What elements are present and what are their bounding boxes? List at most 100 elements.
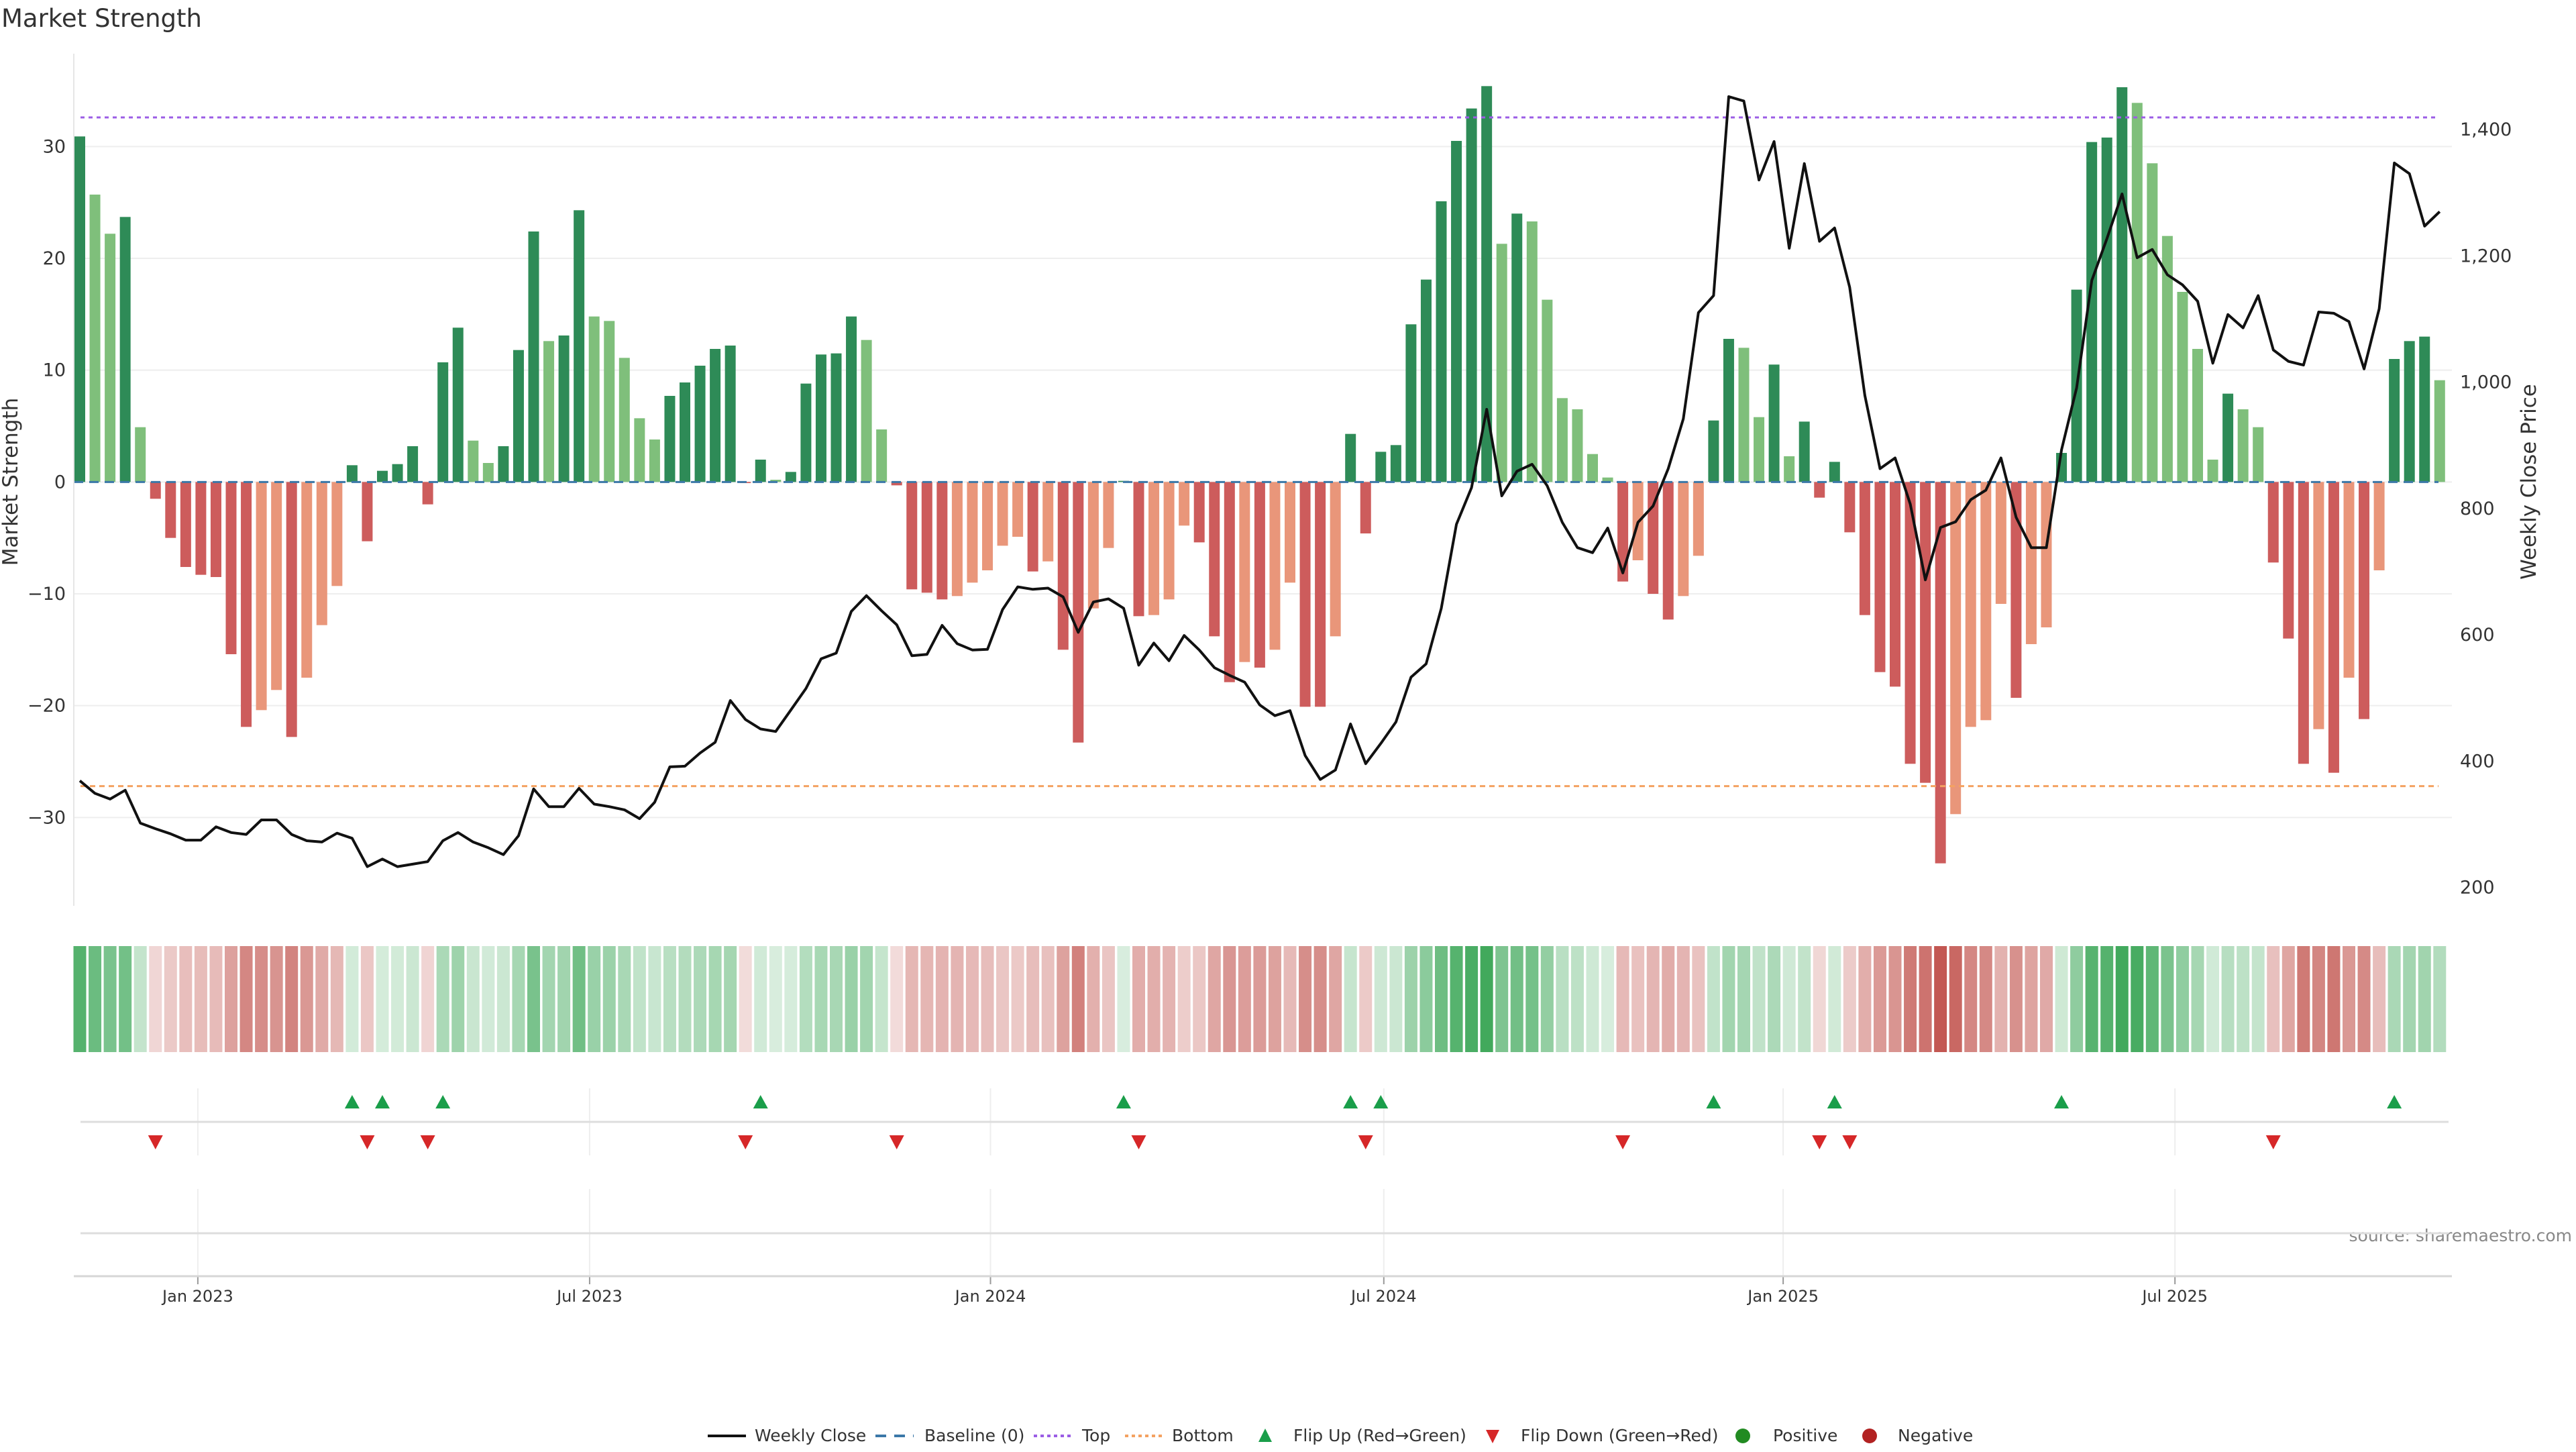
heatmap-cell <box>1026 946 1040 1052</box>
strength-bar <box>1375 452 1387 482</box>
strength-bar <box>1662 482 1674 620</box>
heatmap-cell <box>164 946 177 1052</box>
strength-bar <box>967 482 978 583</box>
heatmap-cell <box>209 946 223 1052</box>
heatmap-cell <box>436 946 449 1052</box>
heatmap-cell <box>2206 946 2220 1052</box>
strength-bar <box>2147 163 2158 482</box>
heatmap-cell <box>2387 946 2401 1052</box>
strength-bar <box>680 382 690 482</box>
heatmap-cell <box>542 946 555 1052</box>
heatmap-cell <box>830 946 843 1052</box>
strength-bar <box>2404 341 2415 482</box>
strength-bar <box>1299 482 1311 707</box>
legend-top: Top <box>1034 1426 1110 1445</box>
strength-bar <box>1103 482 1114 548</box>
heatmap-cell <box>270 946 283 1052</box>
strength-bar <box>241 482 252 727</box>
strength-bar <box>225 482 237 654</box>
strength-bar <box>1935 482 1946 864</box>
heatmap-cell <box>602 946 616 1052</box>
heatmap-cell <box>890 946 904 1052</box>
strength-bar <box>1965 482 1976 727</box>
heatmap-cell <box>1147 946 1161 1052</box>
heatmap-cell <box>860 946 873 1052</box>
strength-bar <box>634 418 645 482</box>
flip-up-marker <box>1343 1095 1358 1108</box>
weekly-close-line <box>78 95 2441 868</box>
heatmap-cell <box>1616 946 1629 1052</box>
strength-bar <box>2025 482 2037 644</box>
strength-bar <box>1496 244 1507 482</box>
flip-down-marker <box>360 1135 375 1149</box>
strength-bar <box>649 439 660 482</box>
legend-flip-up: Flip Up (Red→Green) <box>1258 1426 1466 1445</box>
y2-tick-label: 800 <box>2460 499 2495 519</box>
heatmap-cell <box>466 946 480 1052</box>
strength-bar <box>271 482 282 690</box>
strength-bar <box>1587 454 1598 482</box>
heatmap-cell <box>89 946 102 1052</box>
heatmap-cell <box>694 946 707 1052</box>
strength-bar <box>1617 482 1629 582</box>
strength-bar <box>982 482 993 570</box>
heatmap-cell <box>1253 946 1267 1052</box>
strength-bar <box>1360 482 1371 533</box>
heatmap-cell <box>1768 946 1781 1052</box>
strength-bar <box>2161 236 2173 482</box>
heatmap-cell <box>1208 946 1221 1052</box>
legend-label: Positive <box>1773 1426 1837 1445</box>
flip-down-marker <box>889 1135 904 1149</box>
strength-bar <box>392 464 403 482</box>
flip-up-marker <box>344 1095 360 1108</box>
chart-title: Market Strength <box>1 4 202 33</box>
heatmap-cell <box>2343 946 2355 1052</box>
strength-bar <box>1224 482 1235 682</box>
strength-bar <box>2222 393 2234 482</box>
x-tick-label: Jul 2024 <box>1350 1287 1417 1306</box>
flip-down-marker <box>1615 1135 1631 1149</box>
strength-bar <box>2298 482 2309 764</box>
legend-bottom: Bottom <box>1125 1426 1234 1445</box>
strength-bar <box>800 383 812 482</box>
heatmap-cell <box>1419 946 1433 1052</box>
heatmap-cell <box>73 946 87 1052</box>
strength-bar <box>619 358 630 482</box>
heatmap-cell <box>845 946 858 1052</box>
heatmap-cell <box>2009 946 2023 1052</box>
heatmap-cell <box>512 946 525 1052</box>
legend-label: Flip Up (Red→Green) <box>1293 1426 1466 1445</box>
strength-bar <box>664 396 676 482</box>
heatmap-cell <box>1389 946 1403 1052</box>
strength-bar <box>407 446 419 482</box>
strength-bar <box>1436 201 1447 482</box>
heatmap-cell <box>1586 946 1599 1052</box>
strength-bar <box>588 316 600 482</box>
strength-bar <box>1814 482 1825 498</box>
heatmap-cell <box>2403 946 2416 1052</box>
strength-bar <box>906 482 918 590</box>
flip-up-marker <box>1706 1095 1721 1108</box>
heatmap-cell <box>2115 946 2129 1052</box>
strength-bar <box>528 231 539 482</box>
flip-up-marker <box>1373 1095 1389 1108</box>
heatmap-cell <box>1313 946 1327 1052</box>
legend-weekly-close: Weekly Close <box>708 1426 866 1445</box>
heatmap-cell <box>1268 946 1281 1052</box>
strength-bar <box>830 353 842 482</box>
flip-down-marker <box>420 1135 435 1149</box>
heatmap-cell <box>1662 946 1675 1052</box>
heatmap-cell <box>1934 946 1947 1052</box>
heatmap-cell <box>2251 946 2265 1052</box>
heatmap-cell <box>1707 946 1720 1052</box>
strength-bar <box>452 327 464 482</box>
x-tick-label: Jul 2023 <box>555 1287 623 1306</box>
strength-bar <box>1904 482 1916 764</box>
strength-bar <box>921 482 932 593</box>
strength-bar <box>1950 482 1962 815</box>
heatmap-cell <box>2040 946 2053 1052</box>
y-axis-label: Market Strength <box>0 398 23 566</box>
strength-bar <box>1148 482 1160 615</box>
heatmap-cell <box>421 946 435 1052</box>
strength-bar <box>119 217 131 482</box>
